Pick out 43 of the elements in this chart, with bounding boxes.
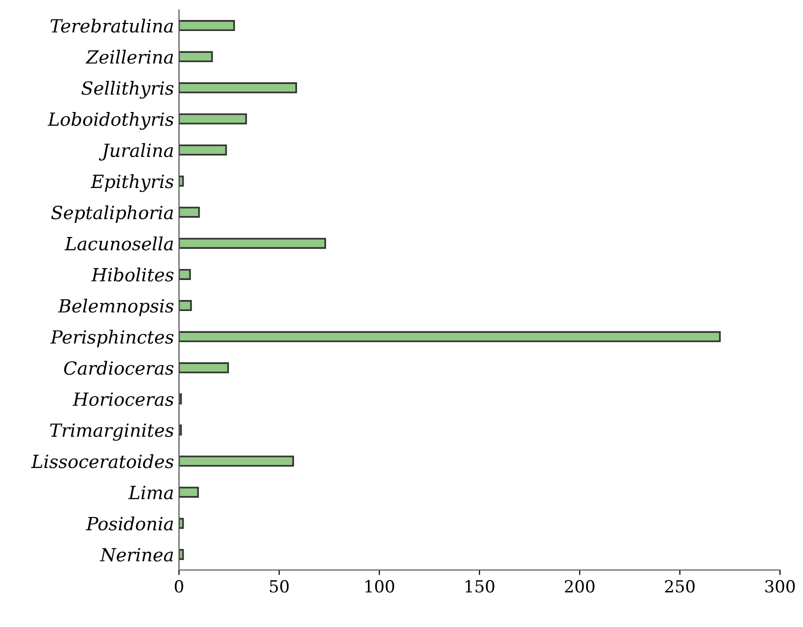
bar [179,144,227,156]
bar [179,456,294,467]
y-tick-label: Hibolites [91,268,174,282]
bar [179,176,184,187]
y-tick-label: Posidonia [86,516,173,530]
y-tick-label: Zeillerina [86,50,173,64]
y-tick-label: Cardioceras [64,360,174,375]
y-tick-label: Lacunosella [64,236,173,250]
y-tick-label: Trimarginites [50,423,174,441]
x-tick-label: 50 [270,580,289,593]
x-tick-label: 300 [765,580,795,593]
y-tick-label: Perisphinctes [50,330,174,348]
bar [179,331,721,342]
bar [179,424,182,436]
x-tick-label: 250 [665,580,695,593]
y-tick-label: Lima [128,486,173,500]
x-tick-label: 100 [365,580,394,593]
bar [179,82,298,94]
bar [179,51,213,62]
bar [179,362,229,374]
bar [179,206,200,218]
bar [179,238,326,249]
bar [179,300,192,312]
bar [179,393,182,404]
y-tick-label: Juralina [98,143,173,161]
y-tick-label: Horioceras [72,392,174,406]
bar [179,113,247,124]
y-tick-label: Sellithyris [82,80,174,99]
y-tick-label: Nerinea [100,548,173,562]
y-tick-label: Septaliphoria [51,205,173,223]
bar [179,486,199,498]
y-tick-label: Epithyris [90,174,174,192]
bar [179,268,191,280]
bar [179,548,184,560]
y-tick-label: Loboidothyris [48,112,174,130]
x-tick-label: 150 [466,580,494,593]
y-tick-label: Terebratulina [50,18,173,33]
x-tick-label: 0 [174,580,184,593]
y-tick-label: Lissoceratoides [31,454,174,468]
y-tick-label: Belemnopsis [58,298,174,316]
bar [179,518,184,529]
x-tick-label: 200 [564,580,594,593]
bar [179,20,235,32]
